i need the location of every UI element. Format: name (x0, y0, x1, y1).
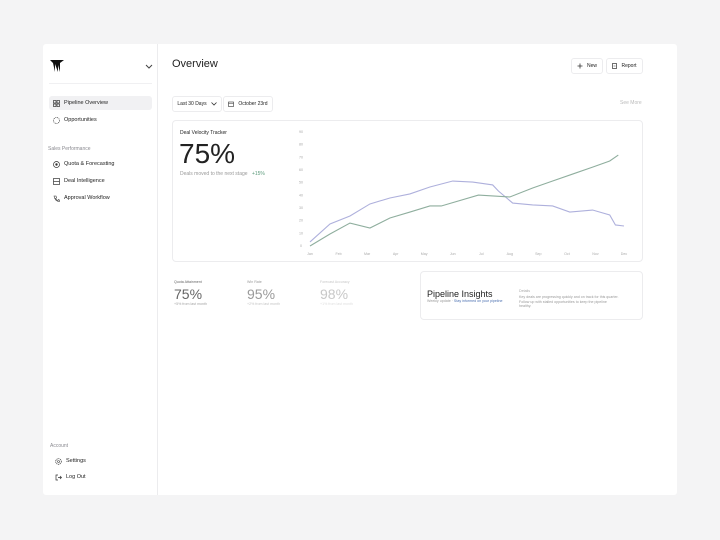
y-tick-label: 60 (299, 168, 303, 172)
logo (50, 60, 64, 72)
insights-card: Pipeline Insights Weekly update · Stay i… (420, 271, 643, 320)
nav-label: Settings (66, 458, 86, 464)
workspace-chevron[interactable] (145, 64, 153, 70)
stat-label: Quota Attainment (174, 280, 202, 284)
details-title: Details (519, 289, 530, 293)
range-dropdown[interactable]: Last 30 Days (172, 96, 222, 112)
stat-note: +1% from last month (320, 302, 354, 306)
nav-item[interactable]: Opportunities (49, 113, 152, 127)
nav-item[interactable]: Settings (51, 454, 154, 468)
x-tick-label: Oct (564, 252, 570, 256)
insights-meta: Weekly update · Stay informed on your pi… (427, 299, 503, 303)
x-tick-label: Jan (307, 252, 313, 256)
series-line (309, 154, 619, 247)
nav-label: Log Out (66, 474, 86, 480)
tracker-value: 75% (179, 138, 236, 169)
x-tick-label: May (421, 252, 428, 256)
section-title: Sales Performance (48, 146, 91, 152)
nav-item[interactable]: Deal Intelligence (49, 174, 152, 188)
details-text: Key deals are progressing quickly and on… (519, 295, 619, 309)
y-tick-label: 90 (299, 130, 303, 134)
section-title: Account (50, 443, 69, 449)
x-tick-label: Sep (535, 252, 541, 256)
x-tick-label: Jun (450, 252, 456, 256)
stat: Win Rate 95% +2% from last month (247, 280, 317, 306)
dropdown-label: Last 30 Days (177, 101, 207, 107)
stat-label: Forecast Accuracy (320, 280, 350, 284)
nav-label: Quota & Forecasting (64, 161, 115, 167)
card-title: Deal Velocity Tracker (180, 130, 227, 136)
nav-label: Approval Workflow (64, 195, 110, 201)
sidebar (43, 44, 158, 495)
x-tick-label: Jul (479, 252, 484, 256)
tracker-subtitle: Deals moved to the next stage +15% (180, 171, 265, 177)
new-button[interactable]: New (571, 58, 603, 74)
nav-item[interactable]: Quota & Forecasting (49, 157, 152, 171)
nav-item[interactable]: Approval Workflow (49, 191, 152, 205)
app-window (43, 44, 677, 495)
date-label: October 23rd (238, 101, 268, 107)
nav-label: Opportunities (64, 117, 97, 123)
x-tick-label: Feb (335, 252, 341, 256)
y-tick-label: 40 (299, 193, 303, 197)
stat: Quota Attainment 75% +5% from last month (174, 280, 244, 306)
tracker-card: Deal Velocity Tracker 75% Deals moved to… (172, 120, 643, 262)
nav-item[interactable]: Pipeline Overview (49, 96, 152, 110)
stat: Forecast Accuracy 98% +1% from last month (320, 280, 390, 306)
page-title: Overview (172, 58, 218, 70)
stat-value: 98% (320, 286, 349, 302)
x-tick-label: Mar (364, 252, 371, 256)
subtitle-text: Deals moved to the next stage (180, 171, 248, 177)
nav-item[interactable]: Log Out (51, 470, 154, 484)
date-picker[interactable]: October 23rd (223, 96, 273, 112)
x-tick-label: Nov (592, 252, 599, 256)
report-button[interactable]: Report (606, 58, 643, 74)
stats-row: Quota Attainment 75% +5% from last month Wi… (174, 280, 414, 310)
nav-label: Deal Intelligence (64, 178, 105, 184)
stat-value: 75% (174, 286, 203, 302)
stat-label: Win Rate (247, 280, 262, 284)
y-tick-label: 10 (299, 231, 303, 235)
button-label: New (586, 63, 597, 69)
stat-note: +5% from last month (174, 302, 208, 306)
stat-note: +2% from last month (247, 302, 281, 306)
meta-text: Weekly update (427, 299, 451, 303)
divider (49, 83, 152, 84)
series-line (309, 180, 625, 243)
stat-value: 95% (247, 286, 276, 302)
insights-title: Pipeline Insights (427, 289, 493, 299)
x-tick-label: Aug (507, 252, 513, 256)
x-tick-label: Apr (393, 252, 399, 256)
nav-label: Pipeline Overview (64, 100, 109, 106)
y-tick-label: 70 (299, 155, 303, 159)
y-tick-label: 50 (299, 181, 303, 185)
change-badge: +15% (251, 171, 265, 177)
line-chart: 0 10 20 30 40 50 60 70 80 90 Jan Feb Mar Apr May Jun Jul… (299, 130, 628, 256)
y-tick-label: 30 (299, 206, 303, 210)
y-tick-label: 20 (299, 219, 303, 223)
y-tick-label: 80 (299, 143, 303, 147)
x-tick-label: Dec (621, 252, 628, 256)
see-more-link[interactable]: See More (620, 100, 642, 106)
y-tick-label: 0 (300, 244, 302, 248)
insights-link[interactable]: Stay informed on your pipeline (453, 299, 503, 303)
button-label: Report (621, 63, 637, 69)
